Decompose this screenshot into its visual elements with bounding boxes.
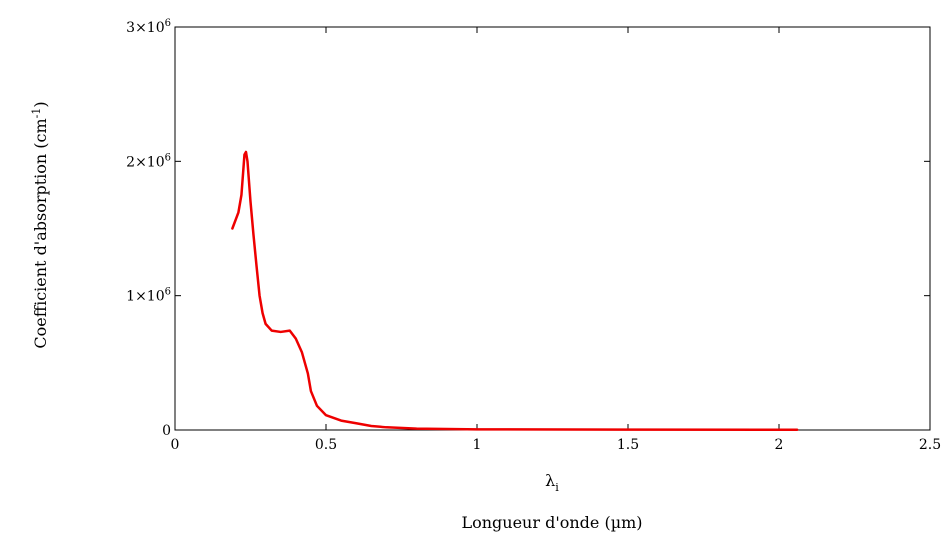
x-tick-label: 2.5 <box>919 437 941 453</box>
x-axis-label: Longueur d'onde (µm) <box>461 513 642 532</box>
y-tick-label: 3×106 <box>126 18 171 36</box>
x-tick-label: 1.5 <box>617 437 639 453</box>
y-tick-label: 1×106 <box>126 287 171 305</box>
x-tick-label: 1 <box>473 437 482 453</box>
series-line <box>231 150 799 431</box>
tick-labels: 0 0.5 1 1.5 2 2.5 0 1×106 2×106 3×106 <box>126 18 941 453</box>
x-tick-label: 0.5 <box>315 437 337 453</box>
x-tick-label: 2 <box>775 437 784 453</box>
x-axis-symbol: λi <box>545 471 559 494</box>
y-tick-label: 2×106 <box>126 152 171 170</box>
tick-marks <box>174 26 931 431</box>
plot-frame <box>174 26 931 431</box>
y-axis-label: Coefficient d'absorption (cm-1) <box>30 101 50 348</box>
x-tick-label: 0 <box>171 437 180 453</box>
y-tick-label: 0 <box>162 423 171 439</box>
